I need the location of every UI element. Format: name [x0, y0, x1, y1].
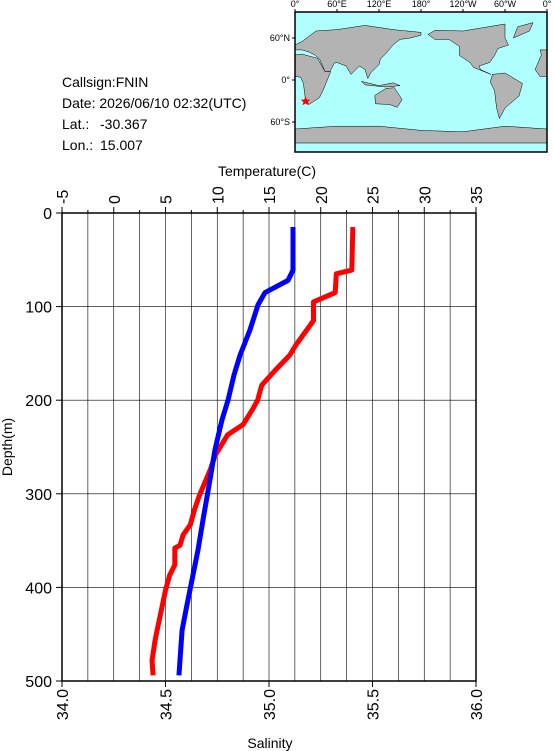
lat-value: -30.367: [100, 116, 148, 132]
lat-label: Lat.:: [62, 116, 89, 132]
x2-tick-label: 25: [366, 186, 383, 204]
date: Date: 2026/06/10 02:32(UTC): [62, 95, 246, 111]
land: [512, 22, 534, 39]
map-lon-label: 180°: [412, 0, 431, 9]
x2-tick-label: 0: [107, 195, 124, 204]
x2-axis-title: Temperature(C): [218, 163, 316, 179]
x-tick-label: 34.5: [159, 689, 176, 720]
map-lon-label: 60°W: [494, 0, 517, 9]
y-tick-label: 500: [25, 674, 52, 691]
y-tick-label: 300: [25, 487, 52, 504]
map-lon-label: 120°E: [367, 0, 392, 9]
x2-tick-label: 5: [159, 195, 176, 204]
land: [294, 25, 422, 80]
position-marker: [300, 96, 311, 106]
plot-frame: [61, 212, 477, 682]
grid: [61, 212, 477, 682]
y-tick-label: 400: [25, 580, 52, 597]
y-axis-title: Depth(m): [0, 418, 15, 476]
y-tick-label: 200: [25, 393, 52, 410]
callsign: Callsign:FNIN: [62, 74, 148, 90]
map-lon-label: 0°: [543, 0, 552, 9]
land: [360, 80, 401, 88]
lon-label: Lon.:: [62, 137, 93, 153]
x-tick-label: 34.0: [55, 689, 72, 720]
x2-tick-label: 35: [469, 186, 486, 204]
land: [374, 87, 403, 108]
land: [427, 23, 509, 75]
lon-value: 15.007: [100, 137, 143, 153]
profile-line: [149, 226, 356, 676]
x2-tick-label: 15: [262, 186, 279, 204]
x2-tick-label: 30: [417, 186, 434, 204]
land: [294, 125, 548, 144]
x-tick-label: 35.5: [366, 689, 383, 720]
x2-tick-label: 20: [314, 186, 331, 204]
y-tick-label: 0: [43, 206, 52, 223]
map-lat-label: 60°S: [270, 117, 290, 127]
map-lat-label: 0°: [281, 75, 290, 85]
map: 0° 60°E 120°E 180° 120°W 60°W 0° 60°N 0° 60°S: [270, 0, 552, 153]
x-axis-title: Salinity: [247, 735, 292, 751]
map-lon-label: 60°E: [327, 0, 347, 9]
land: [490, 72, 523, 120]
land: [294, 53, 332, 105]
map-lon-label: 120°W: [449, 0, 477, 9]
y-tick-label: 100: [25, 300, 52, 317]
profile-line: [176, 227, 296, 676]
x2-tick-label: -5: [55, 190, 72, 204]
x-tick-label: 36.0: [469, 689, 486, 720]
map-lon-label: 0°: [291, 0, 300, 9]
map-lat-label: 60°N: [270, 33, 290, 43]
x2-tick-label: 10: [210, 186, 227, 204]
x-tick-label: 35.0: [262, 689, 279, 720]
